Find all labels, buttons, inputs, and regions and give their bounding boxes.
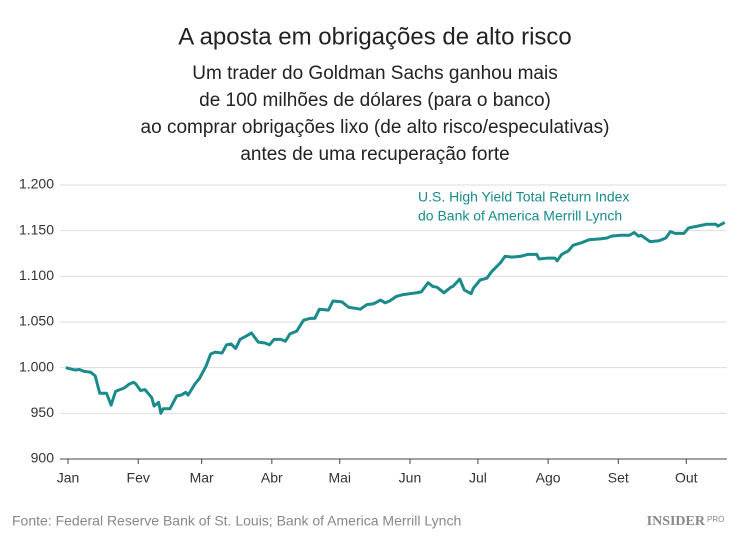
x-tick-label: Jan: [57, 470, 80, 486]
annotation: do Bank of America Merrill Lynch: [418, 208, 622, 224]
x-tick-label: Abr: [261, 470, 283, 486]
y-tick-label: 1.100: [19, 267, 54, 283]
x-tick-label: Mai: [328, 470, 351, 486]
line-series: [65, 221, 726, 415]
x-tick-label: Fev: [127, 470, 150, 486]
y-tick-label: 1.050: [19, 313, 54, 329]
subtitle-line: de 100 milhões de dólares (para o banco): [199, 90, 551, 111]
source: Fonte: Federal Reserve Bank of St. Louis…: [12, 513, 461, 529]
chart-title: A aposta em obrigações de alto risco: [178, 23, 572, 50]
y-tick-label: 950: [31, 404, 55, 420]
x-tick-label: Jun: [399, 470, 422, 486]
x-tick-label: Out: [675, 470, 698, 486]
y-tick-label: 1.150: [19, 221, 54, 237]
x-tick-label: Ago: [536, 470, 561, 486]
subtitle-line: ao comprar obrigações lixo (de alto risc…: [141, 117, 610, 138]
y-tick-label: 900: [31, 450, 55, 466]
y-tick-label: 1.200: [19, 176, 54, 192]
x-tick-label: Jul: [469, 470, 487, 486]
subtitle-line: antes de uma recuperação forte: [240, 144, 509, 165]
logo: INSIDER: [647, 514, 706, 529]
x-tick-label: Set: [608, 470, 629, 486]
subtitle-line: Um trader do Goldman Sachs ganhou mais: [192, 63, 557, 84]
x-tick-label: Mar: [190, 470, 214, 486]
annotation: U.S. High Yield Total Return Index: [418, 189, 629, 205]
y-tick-label: 1.000: [19, 358, 54, 374]
logo-tag: PRO: [707, 515, 724, 524]
